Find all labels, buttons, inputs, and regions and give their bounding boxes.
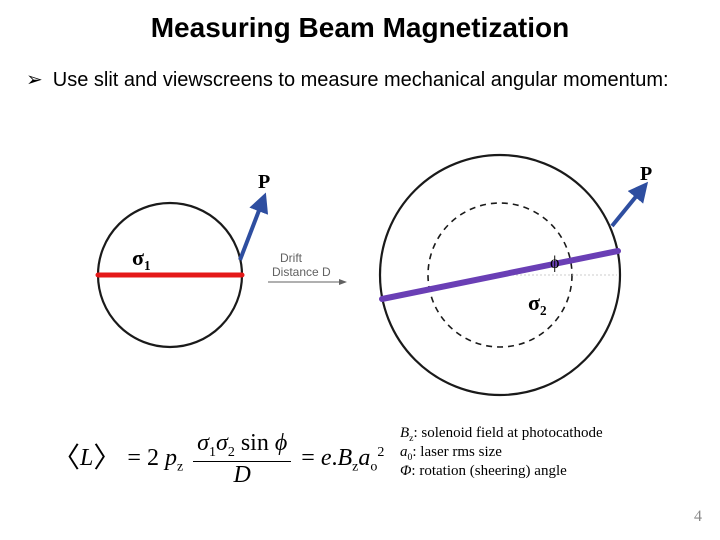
slide-title: Measuring Beam Magnetization xyxy=(0,0,720,44)
svg-text:σ1: σ1 xyxy=(132,245,151,273)
page-number: 4 xyxy=(694,508,702,526)
svg-text:P: P xyxy=(640,163,652,185)
svg-text:P: P xyxy=(258,171,270,193)
bullet-item: ➢ Use slit and viewscreens to measure me… xyxy=(0,44,720,93)
formula: 〈L〉 = 2 pz σ1σ2 sin ϕ D = e.Bzao2 xyxy=(52,430,384,489)
legend: Bz: solenoid field at photocathodea0: la… xyxy=(400,425,603,480)
svg-text:Distance D: Distance D xyxy=(272,265,331,279)
legend-line: Bz: solenoid field at photocathode xyxy=(400,425,603,444)
bullet-text: Use slit and viewscreens to measure mech… xyxy=(53,68,669,93)
diagram-svg: σ1 P DriftDistance D σ2ϕ P xyxy=(50,150,670,400)
legend-line: a0: laser rms size xyxy=(400,444,603,463)
svg-text:σ2: σ2 xyxy=(528,290,547,318)
diagram: σ1 P DriftDistance D σ2ϕ P xyxy=(50,150,670,400)
svg-text:Drift: Drift xyxy=(280,251,303,265)
svg-text:ϕ: ϕ xyxy=(550,252,559,272)
bullet-marker: ➢ xyxy=(26,68,43,92)
legend-line: Φ: rotation (sheering) angle xyxy=(400,463,603,480)
